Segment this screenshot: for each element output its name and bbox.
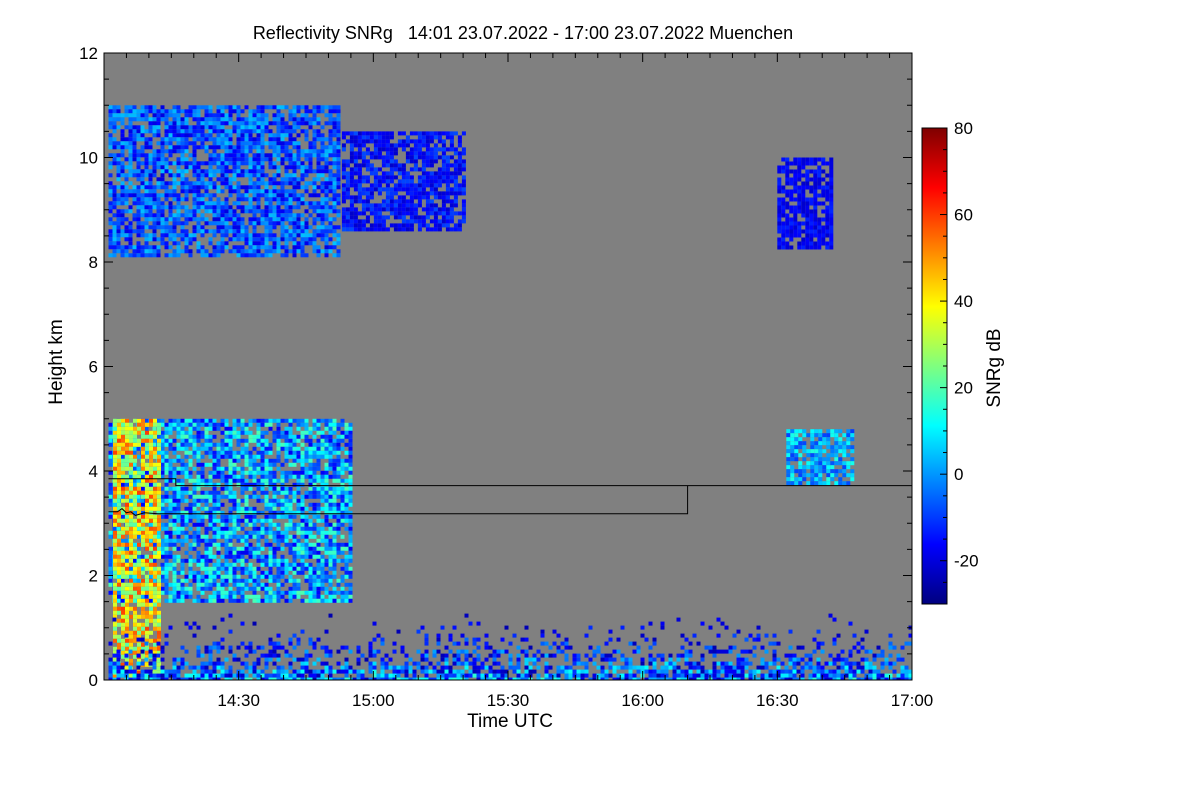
colorbar-label: SNRg dB [984, 328, 1005, 407]
y-tick-label: 4 [89, 462, 98, 481]
echo-region-upper-cloud-band [108, 105, 341, 258]
echo-region-upper-cloud-patches [341, 131, 466, 232]
y-tick-label: 12 [79, 44, 98, 63]
x-axis: 14:30 15:00 15:30 16:00 16:30 17:00 [125, 53, 934, 710]
x-tick-label: 16:00 [621, 691, 664, 710]
colorbar-tick-label: 0 [954, 465, 963, 484]
echo-region-mid-level-east-cell [786, 429, 855, 486]
echo-region-boundary-layer-clutter [108, 613, 912, 680]
y-tick-label: 2 [89, 567, 98, 586]
boundary-line-2 [108, 485, 689, 516]
y-axis-label: Height km [46, 319, 67, 405]
y-tick-label: 8 [89, 253, 98, 272]
y-tick-label: 10 [79, 149, 98, 168]
colorbar-axis: -20 0 20 40 60 80 [940, 119, 979, 605]
y-tick-label: 0 [89, 671, 98, 690]
boundary-lines [108, 478, 912, 516]
echo-region-mid-level-precip [108, 418, 353, 603]
colorbar-tick-label: 60 [954, 206, 973, 225]
colorbar-tick-label: 40 [954, 292, 973, 311]
colorbar [921, 127, 948, 605]
colorbar-tick-label: 20 [954, 379, 973, 398]
x-tick-label: 15:30 [487, 691, 530, 710]
y-tick-label: 6 [89, 358, 98, 377]
chart-title: Reflectivity SNRg 14:01 23.07.2022 - 17:… [253, 23, 793, 43]
y-axis: 0 2 4 6 8 10 12 [79, 44, 912, 690]
x-tick-label: 17:00 [891, 691, 934, 710]
heatmap-echoes [108, 105, 912, 680]
x-tick-label: 14:30 [217, 691, 260, 710]
x-tick-label: 15:00 [352, 691, 395, 710]
boundary-line-1 [108, 478, 912, 487]
x-axis-label: Time UTC [467, 711, 553, 732]
colorbar-tick-label: -20 [954, 552, 979, 571]
x-tick-label: 16:30 [756, 691, 799, 710]
echo-region-convective-core [113, 418, 161, 680]
echo-region-upper-cloud-east [777, 157, 834, 250]
colorbar-tick-label: 80 [954, 119, 973, 138]
